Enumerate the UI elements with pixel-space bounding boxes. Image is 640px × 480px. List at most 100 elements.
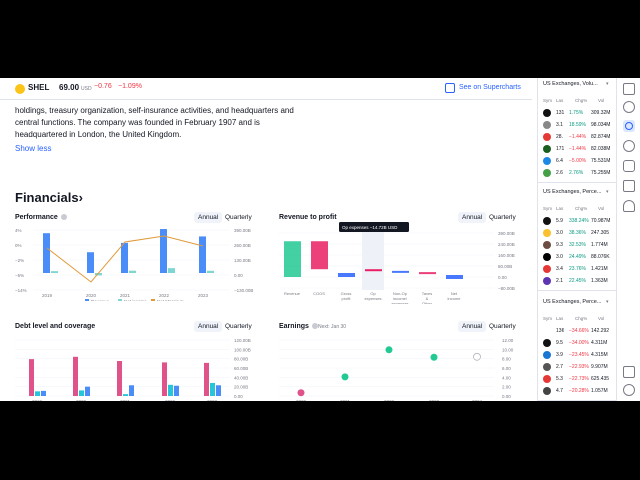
symbol-logo-icon (543, 387, 551, 395)
watchlist-row[interactable]: 5.9 338.24% 70.987M (538, 216, 616, 226)
volume: 4.311M (591, 340, 608, 346)
legend-swatch (151, 299, 155, 301)
y-tick-label: 10.00 (502, 347, 514, 352)
calendar-icon[interactable] (623, 366, 635, 378)
chart-icon[interactable] (445, 83, 455, 93)
y-tick-label: 60.00B (234, 366, 248, 371)
info-icon[interactable] (311, 323, 318, 330)
watchlist-row[interactable]: 3.0 24.49% 88.076K (538, 252, 616, 262)
column-header[interactable]: Vol (598, 206, 605, 211)
tab-quarterly[interactable]: Quarterly (225, 214, 252, 221)
watchlist-row[interactable]: 2.1 22.45% 1.363M (538, 276, 616, 286)
x-tick-label: Gross (341, 291, 352, 296)
legend-swatch (118, 299, 122, 301)
data-window-icon[interactable] (623, 120, 635, 132)
x-tick-label: Revenue (284, 291, 301, 296)
x-tick-label: income (448, 296, 462, 301)
tab-annual[interactable]: Annual (194, 212, 223, 223)
watchlist-row[interactable]: 3.9 −23.45% 4.315M (538, 350, 616, 360)
last-price: 13¢ (556, 328, 565, 334)
tab-annual[interactable]: Annual (458, 321, 487, 332)
watchlist-row[interactable]: 171 −1.44% 82.038M (538, 144, 616, 154)
notification-bell-icon[interactable] (623, 200, 635, 212)
x-tick-label: & (426, 296, 429, 301)
column-header[interactable]: Vol (598, 316, 605, 321)
last-price: 2.6 (556, 170, 563, 176)
watchlist-row[interactable]: 4.7 −20.28% 1.057M (538, 386, 616, 396)
volume: 247.305 (591, 230, 610, 236)
watchlist-row[interactable]: 5.3 −22.73% 625.435 (538, 374, 616, 384)
tooltip-text: Op expenses −14.72B USD (342, 225, 398, 230)
volume: 142.292 (591, 328, 610, 334)
column-header[interactable]: Las (556, 316, 564, 321)
info-icon[interactable] (60, 214, 67, 221)
column-header[interactable]: Sym (543, 316, 552, 321)
tab-quarterly[interactable]: Quarterly (489, 323, 516, 330)
watchlist-row[interactable]: 13¢ −34.66% 142.292 (538, 326, 616, 336)
waterfall-bar (392, 270, 409, 273)
symbol-logo-icon (543, 241, 551, 249)
tab-quarterly[interactable]: Quarterly (489, 214, 516, 221)
volume: 88.076K (591, 254, 610, 260)
volume: 1.774M (591, 242, 608, 248)
watchlist-row[interactable]: 9.5 −34.00% 4.311M (538, 338, 616, 348)
chat-icon[interactable] (623, 160, 635, 172)
watchlist-row[interactable]: 3.1 18.59% 98.034M (538, 120, 616, 130)
column-header[interactable]: Chg% (575, 316, 588, 321)
tab-quarterly[interactable]: Quarterly (225, 323, 252, 330)
watchlist-row[interactable]: 3.0 38.36% 247.305 (538, 228, 616, 238)
volume: 1.421M (591, 266, 608, 272)
watchlist-row[interactable]: 28. −1.44% 82.874M (538, 132, 616, 142)
y-tick-label: 40.00B (234, 375, 248, 380)
volume: 82.874M (591, 134, 611, 140)
symbol-ticker[interactable]: SHEL (28, 83, 50, 92)
change-pct: 2.76% (569, 170, 584, 176)
y-tick-label: 100.00B (234, 347, 251, 352)
watchlist-title[interactable]: US Exchanges, Perce... (543, 189, 602, 195)
watchlist-icon[interactable] (623, 83, 635, 95)
alarm-clock-icon[interactable] (623, 101, 635, 113)
financials-title[interactable]: Financials› (15, 190, 83, 205)
watchlist-row[interactable]: 6.4 −5.00% 75.531M (538, 156, 616, 166)
watchlist-row[interactable]: 3.4 23.76% 1.421M (538, 264, 616, 274)
debt-bar (73, 356, 78, 396)
column-header[interactable]: Chg% (575, 206, 588, 211)
column-header[interactable]: Sym (543, 206, 552, 211)
column-header[interactable]: Las (556, 206, 564, 211)
column-header[interactable]: Sym (543, 98, 552, 103)
chevron-down-icon[interactable]: ▾ (606, 81, 609, 87)
x-tick-label: Non-Op (393, 291, 408, 296)
debt-bar (129, 385, 134, 396)
watchlist-row[interactable]: 131 1.75% 309.32M (538, 108, 616, 118)
column-header[interactable]: Vol (598, 98, 605, 103)
divider (538, 182, 616, 183)
chevron-down-icon[interactable]: ▾ (606, 189, 609, 195)
last-price: 3.0 (556, 230, 563, 236)
y-tick-label: 6.00 (502, 366, 511, 371)
screener-icon[interactable] (623, 180, 635, 192)
x-tick-label: Op (370, 291, 376, 296)
change-pct: 338.24% (569, 218, 589, 224)
revenue-title: Revenue to profit (279, 214, 337, 221)
symbol-logo-icon (543, 121, 551, 129)
chevron-down-icon[interactable]: ▾ (606, 299, 609, 305)
tab-annual[interactable]: Annual (458, 212, 487, 223)
x-tick-label: 2022 (384, 399, 395, 401)
x-tick-label: Net (451, 291, 458, 296)
watchlist-title[interactable]: US Exchanges, Volu... (543, 81, 598, 87)
y-tick-label: −130.00B (234, 288, 253, 293)
watchlist-row[interactable]: 2.7 −22.93% 9.907M (538, 362, 616, 372)
tab-annual[interactable]: Annual (194, 321, 223, 332)
ideas-icon[interactable] (623, 140, 635, 152)
last-price: 9.5 (556, 340, 563, 346)
symbol-logo-icon (543, 327, 551, 335)
watchlist-row[interactable]: 2.6 2.76% 75.255M (538, 168, 616, 178)
column-header[interactable]: Las (556, 98, 564, 103)
watchlist-row[interactable]: 9.3 32.53% 1.774M (538, 240, 616, 250)
net-income-bar (129, 270, 136, 273)
watchlist-title[interactable]: US Exchanges, Perce... (543, 299, 602, 305)
show-less-link[interactable]: Show less (15, 144, 52, 153)
supercharts-link[interactable]: See on Supercharts (459, 84, 521, 91)
column-header[interactable]: Chg% (575, 98, 588, 103)
help-icon[interactable] (623, 384, 635, 396)
